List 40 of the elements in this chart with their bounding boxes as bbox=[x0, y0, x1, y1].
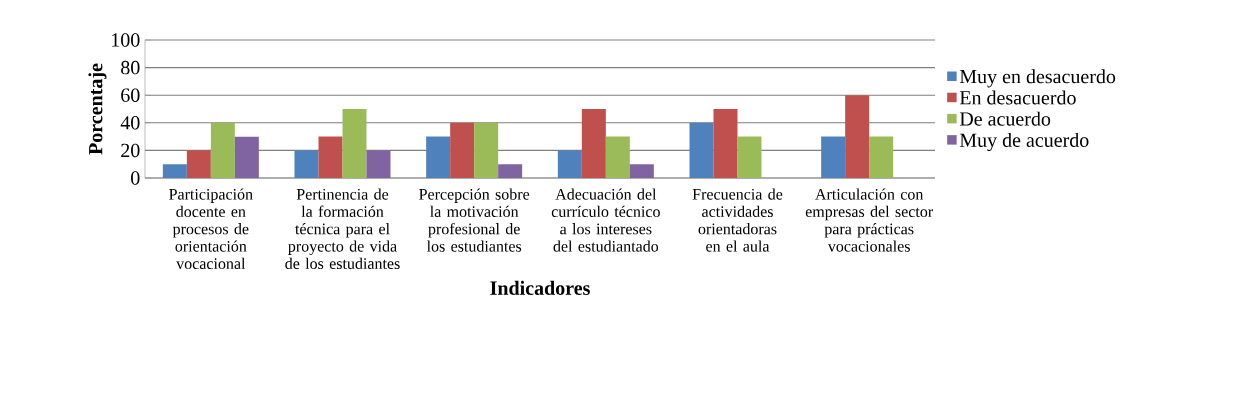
x-tick-label: Articulación con empresas del sector para prácticas vocacionales bbox=[805, 188, 933, 252]
bar bbox=[689, 122, 714, 178]
bar bbox=[366, 150, 391, 178]
bar bbox=[821, 136, 846, 178]
bar bbox=[162, 164, 187, 178]
bar bbox=[318, 136, 343, 178]
x-tick-label: Frecuencia de actividades orientadoras en el aula bbox=[692, 188, 783, 252]
legend-label: Muy en desacuerdo bbox=[959, 69, 1116, 88]
bar bbox=[581, 109, 606, 178]
x-tick-label: Adecuación del currículo técnico a los intereses del estudiantado bbox=[551, 188, 660, 252]
bar bbox=[210, 122, 235, 178]
bar bbox=[557, 150, 582, 178]
bar bbox=[186, 150, 211, 178]
y-tick-label: 20 bbox=[121, 143, 140, 158]
y-tick-label: 40 bbox=[120, 116, 140, 130]
bar bbox=[294, 150, 319, 178]
legend-label: De acuerdo bbox=[959, 111, 1051, 126]
x-tick-label: Percepción sobre la motivación profesional de los estudiantes bbox=[419, 188, 530, 252]
x-tick-label: Pertinencia de la formación técnica para el proyecto de vida de los estudiantes bbox=[285, 188, 400, 269]
y-axis-title: Porcentaje bbox=[88, 63, 107, 155]
bar bbox=[498, 164, 523, 178]
bar bbox=[605, 136, 630, 178]
legend-label: En desacuerdo bbox=[959, 90, 1076, 105]
y-tick-label: 100 bbox=[112, 33, 140, 47]
bar bbox=[845, 95, 870, 178]
bar bbox=[342, 109, 367, 178]
bar bbox=[869, 136, 894, 178]
bar bbox=[234, 136, 259, 178]
legend-label: Muy de acuerdo bbox=[959, 132, 1089, 152]
bar bbox=[426, 136, 451, 178]
bar bbox=[629, 164, 654, 178]
bar bbox=[713, 109, 738, 178]
y-tick-label: 80 bbox=[121, 60, 140, 75]
x-axis-title: Indicadores bbox=[490, 280, 590, 295]
y-tick-label: 0 bbox=[131, 171, 140, 185]
bar bbox=[474, 122, 499, 178]
y-tick-label: 60 bbox=[121, 88, 140, 102]
bar bbox=[450, 122, 475, 178]
x-tick-label: Participación docente en procesos de orientación vocacional bbox=[169, 188, 253, 270]
bar bbox=[737, 136, 762, 178]
